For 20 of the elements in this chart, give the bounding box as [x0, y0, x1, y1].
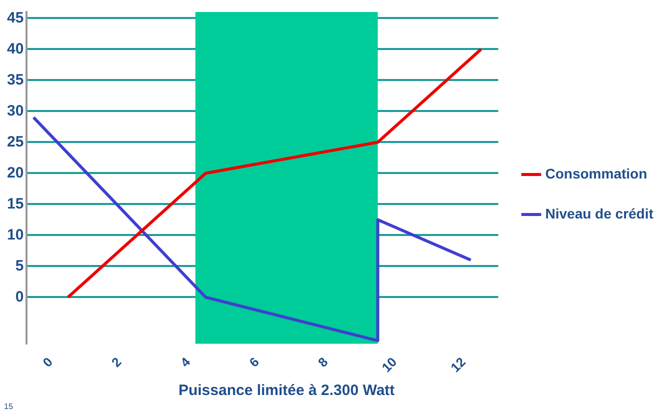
y-tick-label: 45 — [6, 9, 24, 26]
legend-label: Consommation — [545, 165, 648, 182]
band-label: Puissance limitée à 2.300 Watt — [178, 382, 395, 400]
y-tick-label: 30 — [6, 102, 24, 120]
x-tick-label: 6 — [246, 354, 262, 370]
y-tick-label: 15 — [6, 195, 24, 212]
x-tick-label: 10 — [378, 354, 400, 376]
x-tick-label: 0 — [40, 354, 56, 370]
y-tick-label: 40 — [6, 40, 24, 58]
y-tick-label: 25 — [6, 133, 24, 150]
y-tick-label: 20 — [6, 164, 24, 182]
y-tick-label: 10 — [6, 226, 24, 244]
x-tick-label: 12 — [448, 354, 468, 376]
legend-label: Niveau de crédit — [545, 205, 654, 222]
x-tick-label: 2 — [108, 354, 124, 370]
y-tick-label: 0 — [15, 288, 24, 306]
x-tick-label: 4 — [177, 354, 194, 370]
y-tick-label: 5 — [15, 257, 24, 274]
x-tick-label: 8 — [315, 354, 331, 370]
y-tick-label: 35 — [6, 71, 24, 88]
